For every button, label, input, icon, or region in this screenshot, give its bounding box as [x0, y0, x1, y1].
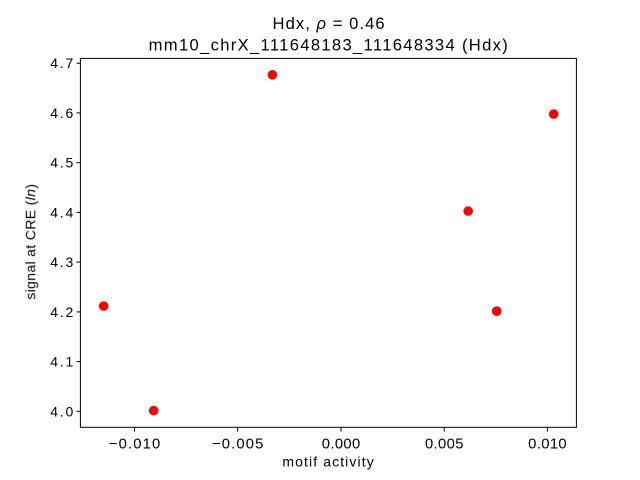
svg-text:mm10_chrX_111648183_111648334: mm10_chrX_111648183_111648334 (Hdx): [149, 35, 509, 54]
svg-text:4.6: 4.6: [50, 105, 73, 121]
svg-text:0.010: 0.010: [528, 437, 567, 453]
svg-text:4.1: 4.1: [50, 354, 73, 370]
svg-text:0.005: 0.005: [425, 437, 464, 453]
svg-text:4.4: 4.4: [50, 204, 73, 220]
svg-text:0.000: 0.000: [322, 437, 361, 453]
svg-text:4.2: 4.2: [50, 304, 73, 320]
svg-text:motif activity: motif activity: [282, 453, 374, 469]
svg-text:4.7: 4.7: [50, 55, 73, 71]
svg-text:−0.010: −0.010: [109, 437, 160, 453]
svg-text:−0.005: −0.005: [212, 437, 263, 453]
svg-text:Hdx, ρ = 0.46: Hdx, ρ = 0.46: [273, 14, 386, 33]
svg-text:4.5: 4.5: [50, 155, 73, 171]
svg-text:4.3: 4.3: [50, 254, 73, 270]
svg-text:signal at CRE (ln): signal at CRE (ln): [23, 184, 39, 300]
svg-text:4.0: 4.0: [50, 403, 73, 419]
